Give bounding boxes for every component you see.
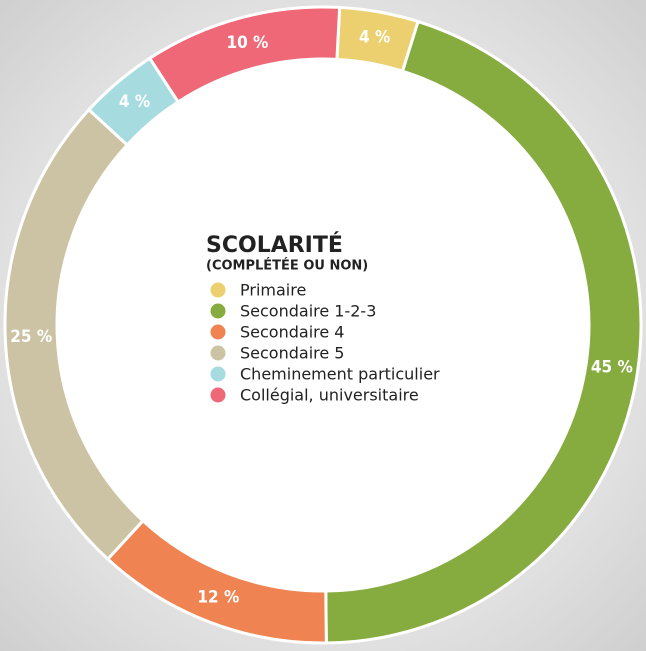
slices bbox=[3, 5, 643, 645]
legend-swatch bbox=[210, 303, 226, 319]
data-label: 4 % bbox=[359, 28, 390, 48]
legend-swatch bbox=[210, 282, 226, 298]
data-label: 25 % bbox=[10, 327, 52, 347]
backdrop bbox=[5, 7, 641, 643]
data-label: 45 % bbox=[591, 358, 633, 378]
legend-label: Secondaire 5 bbox=[240, 344, 344, 363]
legend-swatch bbox=[210, 324, 226, 340]
data-label: 12 % bbox=[197, 588, 239, 608]
legend-label: Primaire bbox=[240, 281, 306, 300]
data-label: 10 % bbox=[226, 33, 268, 53]
chart-subtitle: (COMPLÉTÉE OU NON) bbox=[206, 258, 368, 274]
legend-label: Secondaire 4 bbox=[240, 323, 344, 342]
chart-title: SCOLARITÉ bbox=[206, 232, 343, 258]
legend-swatch bbox=[210, 387, 226, 403]
slice bbox=[324, 19, 643, 645]
slice bbox=[147, 5, 342, 104]
legend-swatch bbox=[210, 366, 226, 382]
legend-label: Cheminement particulier bbox=[240, 365, 440, 384]
legend-label: Secondaire 1-2-3 bbox=[240, 302, 376, 321]
data-label: 4 % bbox=[119, 92, 150, 112]
legend-label: Collégial, universitaire bbox=[240, 386, 419, 405]
legend-swatch bbox=[210, 345, 226, 361]
